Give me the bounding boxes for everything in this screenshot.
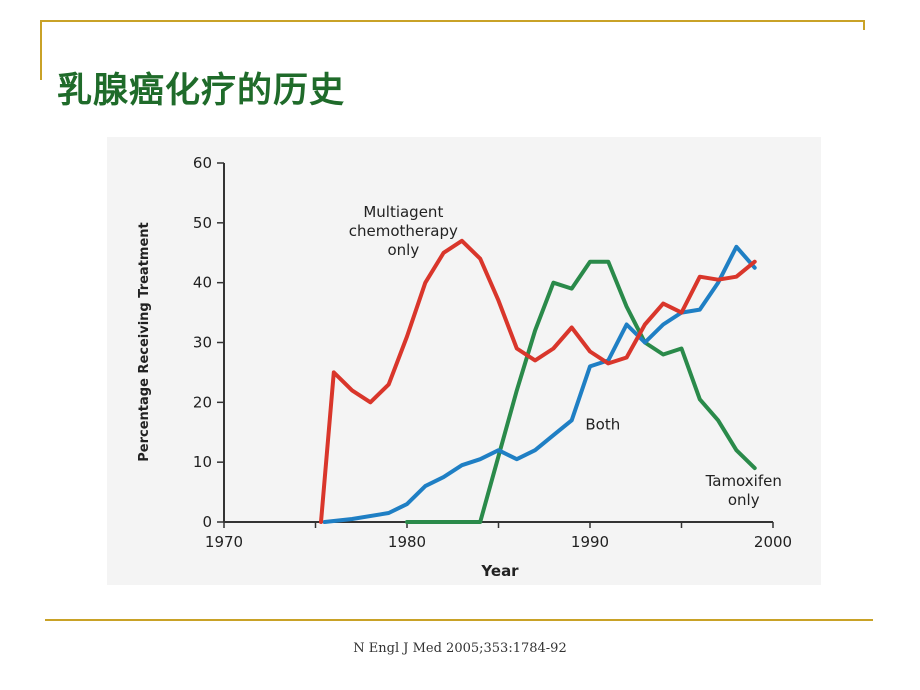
y-tick-label: 20 (193, 393, 212, 411)
annotation-line: Tamoxifen (705, 472, 782, 490)
y-tick-label: 0 (202, 513, 212, 531)
x-axis-label: Year (480, 562, 519, 580)
annotation-line: only (387, 241, 419, 259)
right-border-tick (863, 20, 865, 30)
y-tick-label: 30 (193, 334, 212, 352)
y-tick-label: 40 (193, 274, 212, 292)
series-annotation: Both (585, 415, 620, 433)
annotation-line: chemotherapy (349, 222, 458, 240)
y-tick-label: 50 (193, 214, 212, 232)
series-line-tamoxifen-only (405, 259, 757, 524)
y-axis-label: Percentage Receiving Treatment (137, 222, 152, 461)
slide-title: 乳腺癌化疗的历史 (57, 70, 346, 111)
x-tick-label: 1980 (388, 533, 426, 551)
x-tick-label: 1970 (205, 533, 243, 551)
annotation-line: Multiagent (363, 203, 443, 221)
annotation-line: only (728, 491, 760, 509)
citation: N Engl J Med 2005;353:1784-92 (353, 641, 567, 656)
y-tick-label: 10 (193, 453, 212, 471)
x-ticks: 1970 1980 1990 2000 (205, 522, 792, 551)
series-layer (319, 238, 757, 524)
x-tick-label: 1990 (571, 533, 609, 551)
series-annotation: Multiagent chemotherapy only (349, 203, 458, 259)
top-border-line (40, 20, 865, 22)
series-annotation: Tamoxifen only (705, 472, 782, 509)
series-line-both (322, 244, 757, 524)
annotation-line: Both (585, 415, 620, 433)
series-line-multiagent-chemotherapy-only (319, 238, 757, 524)
x-tick-label: 2000 (754, 533, 792, 551)
bottom-rule (45, 619, 873, 621)
y-ticks: 0 10 20 30 40 50 60 (193, 154, 224, 531)
y-tick-label: 60 (193, 154, 212, 172)
left-border-line (40, 20, 42, 80)
chart-panel (107, 137, 821, 585)
